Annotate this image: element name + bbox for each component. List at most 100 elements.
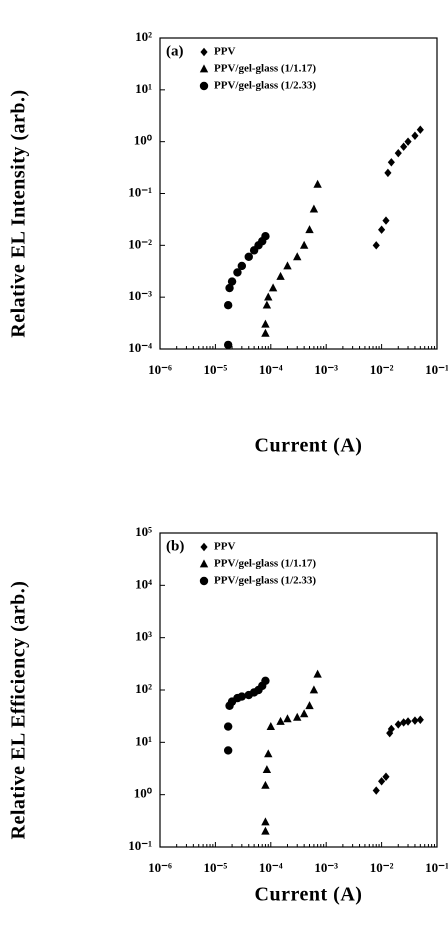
y-tick-label: 10⁰ <box>134 786 153 801</box>
legend-marker <box>199 559 209 568</box>
y-tick-label: 10⁰ <box>134 133 153 148</box>
data-point <box>225 283 234 293</box>
data-point <box>227 277 237 286</box>
legend-label: PPV <box>214 541 235 553</box>
data-point <box>223 300 233 310</box>
data-point <box>261 328 270 337</box>
data-point <box>244 252 253 262</box>
x-tick-label: 10⁻⁵ <box>204 362 228 377</box>
data-point <box>223 722 233 731</box>
x-tick-label: 10⁻⁴ <box>259 362 283 377</box>
data-point <box>293 252 302 261</box>
data-point <box>237 261 247 271</box>
data-point <box>276 716 285 725</box>
legend-label: PPV <box>214 46 235 58</box>
x-tick-label: 10⁻¹ <box>425 362 448 377</box>
y-tick-label: 10² <box>135 681 152 696</box>
legend-label: PPV/gel-glass (1/2.33) <box>214 575 316 587</box>
data-point <box>372 241 380 250</box>
x-axis-label: Current (A) <box>255 435 363 457</box>
x-tick-label: 10⁻² <box>370 860 394 875</box>
x-tick-label: 10⁻⁵ <box>204 860 228 875</box>
panel-label: (b) <box>166 538 184 554</box>
data-point <box>261 232 270 241</box>
data-point <box>262 765 272 774</box>
data-point <box>299 240 309 249</box>
data-point <box>384 168 392 178</box>
x-tick-label: 10⁻³ <box>314 362 338 377</box>
data-point <box>237 692 247 701</box>
legend-marker <box>199 576 209 586</box>
data-point <box>293 712 302 721</box>
data-point <box>233 268 242 277</box>
data-point <box>313 669 322 678</box>
y-tick-label: 10³ <box>135 629 152 644</box>
y-tick-label: 10² <box>135 29 152 44</box>
x-axis-label: Current (A) <box>255 884 363 906</box>
y-tick-label: 10¹ <box>135 733 152 748</box>
x-tick-label: 10⁻⁶ <box>148 860 172 875</box>
data-point <box>261 676 270 685</box>
panel-label: (a) <box>166 43 184 59</box>
data-point <box>299 709 309 718</box>
y-tick-label: 10⁻³ <box>128 288 152 303</box>
data-point <box>394 148 402 158</box>
y-tick-label: 10⁻⁴ <box>128 340 152 355</box>
x-tick-label: 10⁻⁴ <box>259 860 283 875</box>
y-tick-label: 10⁻² <box>128 236 152 251</box>
data-point <box>309 685 319 694</box>
data-point <box>261 319 270 328</box>
y-axis-label: Relative EL Efficiency (arb.) <box>8 581 30 840</box>
y-tick-label: 10⁵ <box>135 524 152 539</box>
x-tick-label: 10⁻¹ <box>425 860 448 875</box>
y-tick-label: 10⁻¹ <box>128 838 152 853</box>
data-point <box>276 271 285 280</box>
data-point <box>305 701 314 710</box>
y-tick-label: 10⁴ <box>135 576 152 591</box>
data-point <box>266 721 275 730</box>
data-point <box>223 340 233 350</box>
legend-marker <box>200 47 208 57</box>
data-point <box>268 283 278 292</box>
legend-label: PPV/gel-glass (1/2.33) <box>214 80 316 92</box>
data-point <box>262 300 272 309</box>
data-point <box>400 142 408 151</box>
data-point <box>264 749 273 758</box>
legend-marker <box>199 64 209 73</box>
data-point <box>404 137 412 146</box>
data-point <box>386 728 394 738</box>
data-point <box>416 715 424 724</box>
x-tick-label: 10⁻⁶ <box>148 362 172 377</box>
legend-label: PPV/gel-glass (1/1.17) <box>214 63 316 75</box>
data-point <box>261 826 270 835</box>
data-point <box>400 718 408 727</box>
y-tick-label: 10⁻¹ <box>128 184 152 199</box>
data-point <box>223 746 233 755</box>
legend-marker <box>199 81 209 91</box>
data-point <box>378 777 386 786</box>
x-tick-label: 10⁻³ <box>314 860 338 875</box>
legend-marker <box>200 542 208 552</box>
data-point <box>283 714 292 723</box>
data-point <box>404 717 412 726</box>
data-point <box>283 261 292 270</box>
y-axis-label: Relative EL Intensity (arb.) <box>8 89 30 337</box>
data-point <box>411 131 419 140</box>
data-point <box>394 720 402 729</box>
data-point <box>264 292 273 301</box>
data-point <box>411 716 419 725</box>
data-point <box>378 225 386 234</box>
data-point <box>261 817 270 826</box>
data-point <box>382 772 390 781</box>
legend-label: PPV/gel-glass (1/1.17) <box>214 558 316 570</box>
data-point <box>305 225 314 234</box>
data-point <box>382 216 390 225</box>
y-tick-label: 10¹ <box>135 81 152 96</box>
x-tick-label: 10⁻² <box>370 362 394 377</box>
data-point <box>387 158 395 167</box>
data-point <box>261 780 270 789</box>
data-point <box>416 125 424 134</box>
data-point <box>313 179 322 188</box>
